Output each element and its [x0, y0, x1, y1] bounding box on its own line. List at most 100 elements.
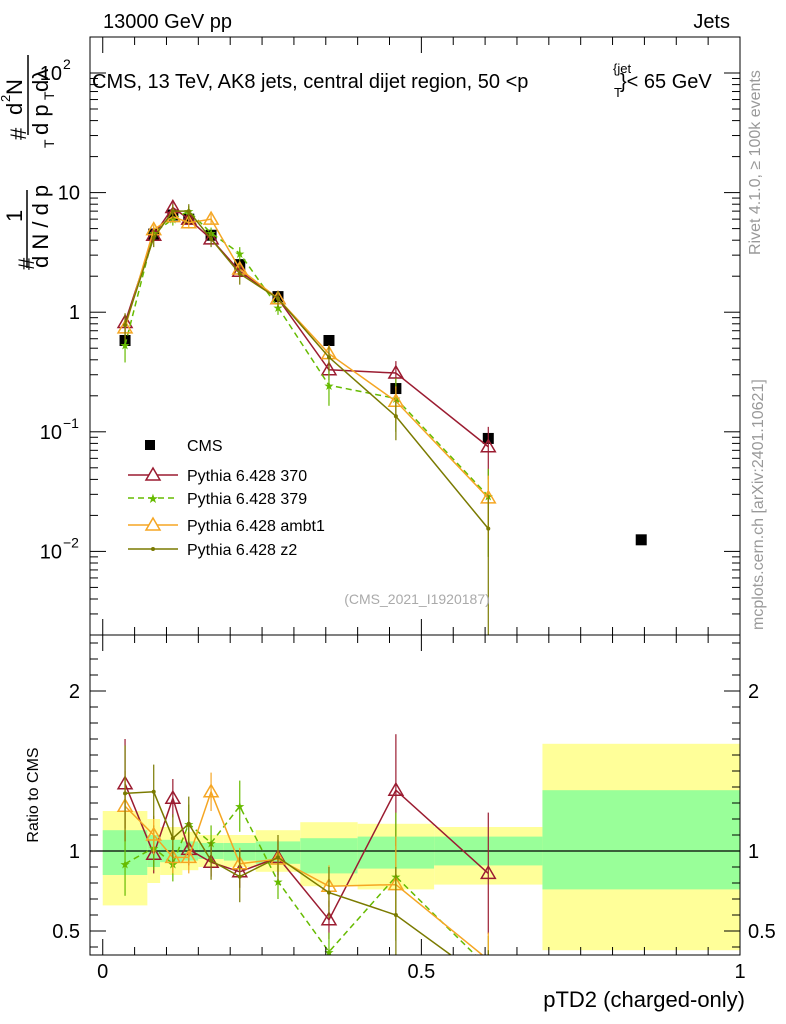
data-point-marker [323, 334, 335, 346]
xtick-label: 0.5 [407, 961, 435, 983]
ratio-ytick-label-right: 1 [748, 841, 759, 863]
series-pythia-6-428-370 [116, 199, 497, 480]
ylabel-one: 1 [2, 210, 27, 222]
mc-point-marker: ★ [120, 857, 131, 871]
ylabel-den-sub: T [41, 139, 57, 148]
mc-point-marker: ★ [234, 247, 245, 261]
mc-point-marker: ★ [273, 301, 284, 315]
mc-point-marker [393, 913, 398, 917]
ratio-series-line [124, 789, 484, 955]
mc-point-marker [486, 526, 491, 531]
series-line [124, 206, 489, 448]
mc-point-marker [202, 783, 220, 798]
title-sub: T [614, 85, 622, 100]
svg-text:CMS, 13 TeV, AK8 jets, central: CMS, 13 TeV, AK8 jets, central dijet reg… [92, 71, 528, 93]
legend: CMS Pythia 6.428 370 ★ Pythia 6.428 379 … [128, 438, 325, 559]
mc-point-marker [387, 781, 405, 796]
ylabel-hash2: # [6, 127, 31, 140]
legend-label-379: Pythia 6.428 379 [187, 491, 307, 508]
mc-point-marker [170, 209, 175, 214]
xaxis-label: pTD2 (charged-only) [543, 987, 745, 1012]
main-ytick-exponent: −1 [63, 415, 79, 431]
main-ylabel: # 1 d N / d p T # d 2 N d p T dλ [0, 55, 57, 270]
ratio-ytick-label-right: 0.5 [748, 921, 776, 943]
mc-point-marker [479, 438, 497, 453]
ylabel-dp-sub: T [41, 91, 57, 100]
mc-point-marker [209, 236, 214, 241]
mc-point-marker [164, 848, 182, 864]
series-line [124, 210, 489, 497]
mc-point-marker: ★ [324, 379, 335, 393]
ratio-series-line [124, 804, 477, 955]
mc-point-marker [186, 209, 191, 214]
mc-point-marker [326, 355, 331, 360]
title-tail: }< 65 GeV [620, 71, 712, 93]
main-ytick-label: 10 [58, 183, 80, 205]
mc-point-marker [237, 271, 242, 276]
main-ytick-label: 10 [40, 63, 62, 85]
ratio-series-line [124, 783, 489, 922]
mc-point-marker [209, 858, 214, 863]
mc-point-marker [180, 214, 198, 229]
mc-point-marker [387, 364, 405, 379]
data-point-marker [635, 534, 647, 546]
main-ytick-label: 1 [69, 302, 80, 324]
mc-point-marker [186, 821, 191, 826]
ylabel-dp: d p [28, 104, 53, 135]
legend-marker-370 [144, 466, 162, 481]
legend-marker-cms [145, 440, 155, 450]
ratio-ylabel: Ratio to CMS [25, 747, 42, 842]
mc-point-marker [275, 855, 280, 860]
mc-point-marker [237, 874, 242, 879]
legend-label-370: Pythia 6.428 370 [187, 468, 307, 485]
ylabel-d-sup: 2 [0, 95, 13, 102]
mc-point-marker: ★ [273, 875, 284, 889]
series-line [124, 215, 489, 499]
title-sup: {jet [613, 61, 631, 76]
main-ytick-exponent: 2 [63, 56, 71, 72]
mc-point-marker [202, 210, 220, 225]
main-ytick-label: 10 [40, 422, 62, 444]
legend-label-cms: CMS [187, 438, 223, 455]
uncertainty-band-green [542, 790, 740, 890]
mc-point-marker [275, 296, 280, 301]
mc-point-marker [180, 848, 198, 864]
mc-point-marker [326, 890, 331, 895]
xtick-label: 0 [97, 961, 108, 983]
mc-point-marker [479, 864, 497, 880]
mcplots-label: mcplots.cern.ch [arXiv:2401.10621] [750, 379, 767, 630]
ratio-series-pythia-6-428-z2 [123, 745, 489, 955]
ratio-ytick-label-left: 2 [69, 681, 80, 703]
legend-marker-ambt1 [144, 516, 162, 531]
ylabel-N: N [2, 79, 27, 95]
rivet-label: Rivet 4.1.0, ≥ 100k events [747, 70, 764, 255]
main-ytick-label: 10 [40, 541, 62, 563]
series-pythia-6-428-z2 [123, 204, 491, 635]
ylabel-lambda: dλ [28, 69, 53, 92]
mc-point-marker [164, 789, 182, 804]
plot-title: CMS, 13 TeV, AK8 jets, central dijet reg… [92, 61, 712, 100]
ratio-plot-frame [89, 634, 741, 956]
ratio-ytick-label-left: 0.5 [52, 921, 80, 943]
mc-point-marker [170, 836, 175, 841]
legend-marker-z2 [151, 547, 155, 551]
header-right: Jets [693, 11, 730, 33]
ylabel-d: d [2, 103, 27, 115]
mc-point-marker [145, 826, 163, 841]
ratio-ytick-label-right: 2 [748, 681, 759, 703]
ylabel-den: d N / d p [28, 185, 53, 268]
mc-point-marker [320, 911, 338, 926]
legend-label-ambt1: Pythia 6.428 ambt1 [187, 518, 325, 535]
legend-label-z2: Pythia 6.428 z2 [187, 542, 297, 559]
mc-point-marker: ★ [234, 800, 245, 814]
main-ytick-exponent: −2 [63, 534, 79, 550]
header-left: 13000 GeV pp [103, 11, 232, 33]
mc-point-marker: ★ [324, 945, 335, 959]
mc-point-marker [151, 789, 156, 794]
legend-marker-379: ★ [147, 491, 159, 506]
mc-point-marker [123, 791, 128, 796]
series-pythia-6-428-ambt1 [116, 208, 497, 538]
